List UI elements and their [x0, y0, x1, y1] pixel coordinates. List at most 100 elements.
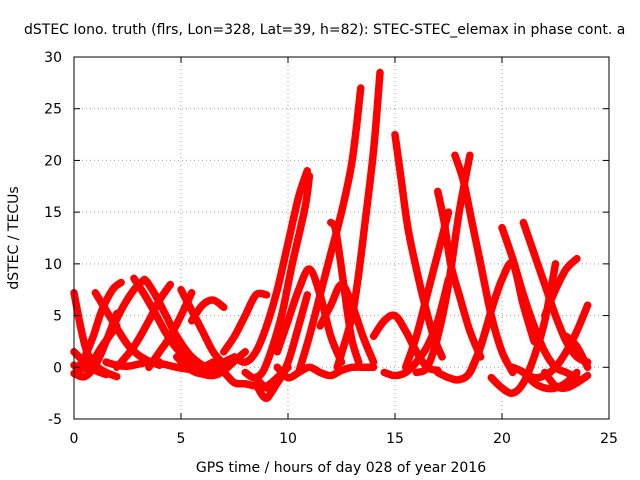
data-point: [434, 332, 442, 340]
y-axis: -5 0 5 10 15 20 25 30: [44, 50, 609, 428]
data-point: [380, 368, 388, 376]
data-point: [327, 218, 335, 226]
series-trace: [187, 296, 228, 325]
data-point: [434, 250, 442, 258]
data-point: [466, 327, 474, 335]
data-point: [177, 358, 185, 366]
data-point: [498, 384, 506, 392]
data-point: [145, 317, 153, 325]
data-point: [284, 374, 292, 382]
series-trace: [130, 274, 196, 368]
data-point: [305, 363, 313, 371]
data-point: [530, 353, 538, 361]
data-point: [348, 301, 356, 309]
data-point: [552, 382, 559, 390]
data-point: [305, 265, 313, 273]
data-point: [412, 332, 420, 340]
data-point: [530, 322, 538, 330]
data-point: [188, 289, 196, 297]
data-point: [188, 317, 196, 325]
x-tick-label: 25: [600, 431, 618, 447]
data-point: [316, 291, 324, 299]
data-point: [258, 391, 266, 399]
data-series: [294, 84, 365, 377]
data-point: [562, 368, 570, 376]
data-point: [498, 224, 506, 232]
series-trace: [316, 280, 378, 366]
data-point: [301, 203, 309, 211]
data-point: [241, 368, 249, 376]
data-point: [117, 306, 125, 314]
data-point: [316, 368, 324, 376]
y-tick-label: 30: [44, 50, 62, 66]
data-point: [295, 286, 303, 294]
data-point: [509, 389, 517, 397]
data-point: [573, 343, 581, 351]
y-tick-label: 25: [44, 102, 62, 118]
data-series: [254, 379, 282, 403]
data-point: [584, 363, 592, 371]
series-group: [70, 68, 592, 403]
data-point: [519, 218, 527, 226]
data-point: [241, 312, 249, 320]
data-point: [573, 255, 581, 263]
data-point: [380, 317, 388, 325]
data-point: [305, 172, 313, 180]
data-point: [498, 348, 506, 356]
data-point: [124, 341, 131, 349]
data-point: [288, 260, 296, 268]
data-point: [316, 322, 324, 330]
data-point: [113, 363, 121, 371]
data-point: [584, 301, 592, 309]
data-point: [370, 358, 378, 366]
data-point: [541, 281, 549, 289]
data-point: [124, 362, 131, 370]
data-point: [117, 278, 125, 286]
series-trace: [412, 151, 474, 377]
data-point: [130, 274, 138, 282]
data-point: [357, 84, 365, 92]
data-series: [508, 363, 581, 393]
data-point: [434, 187, 442, 195]
data-series: [541, 368, 592, 392]
data-point: [231, 379, 238, 387]
data-point: [552, 312, 559, 320]
data-point: [134, 351, 142, 359]
data-point: [209, 372, 217, 380]
x-tick-label: 0: [70, 431, 79, 447]
data-point: [509, 363, 517, 371]
data-point: [327, 332, 335, 340]
data-point: [173, 353, 181, 361]
data-point: [252, 348, 260, 356]
data-point: [423, 343, 431, 351]
data-point: [284, 317, 292, 325]
data-point: [423, 291, 431, 299]
y-tick-label: 10: [44, 257, 62, 273]
data-point: [91, 289, 99, 297]
series-trace: [143, 277, 217, 377]
data-point: [370, 332, 378, 340]
data-point: [198, 301, 206, 309]
data-point: [455, 291, 463, 299]
data-point: [445, 281, 452, 289]
data-point: [541, 384, 549, 392]
data-point: [477, 343, 485, 351]
data-point: [252, 291, 260, 299]
data-point: [220, 303, 228, 311]
data-point: [519, 368, 527, 376]
data-point: [241, 380, 249, 388]
data-point: [530, 250, 538, 258]
data-point: [498, 275, 506, 283]
data-point: [220, 358, 228, 366]
data-point: [273, 348, 281, 356]
y-axis-label: dSTEC / TECUs: [6, 186, 22, 289]
data-point: [130, 343, 138, 351]
data-point: [130, 286, 138, 294]
data-point: [209, 296, 217, 304]
data-point: [397, 177, 405, 185]
data-point: [143, 277, 151, 285]
data-point: [102, 358, 110, 366]
data-series: [74, 278, 125, 372]
data-point: [241, 358, 249, 366]
data-point: [487, 306, 495, 314]
